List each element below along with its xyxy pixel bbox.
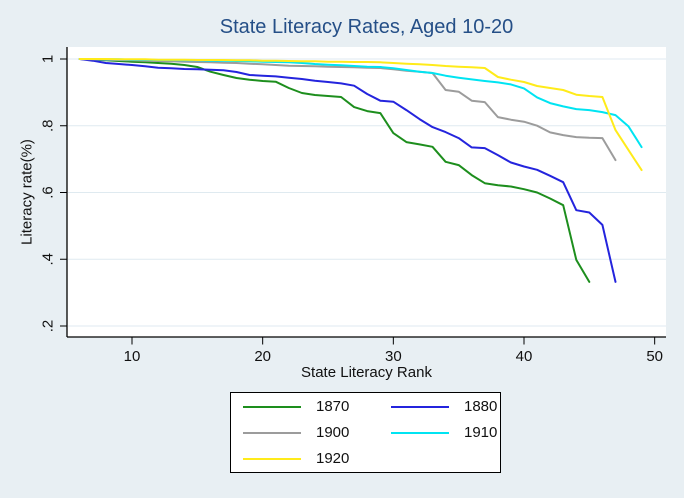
x-tick-label: 20 [254,348,271,365]
y-tick-label: 1 [39,55,56,63]
y-tick-label: .6 [39,186,56,199]
legend-item-1880: 1880 [391,396,500,418]
legend-swatch-1870 [243,405,301,408]
legend-label-1880: 1880 [464,398,498,415]
legend-swatch-1880 [391,405,449,408]
legend-swatch-1920 [243,457,301,460]
y-axis-title: Literacy rate(%) [18,139,36,245]
legend: 1870 1880 1900 1910 1920 [230,392,501,473]
series-line-1870 [78,58,591,283]
series-line-1880 [78,58,617,283]
legend-item-1920: 1920 [243,448,391,470]
x-tick-label: 50 [646,348,663,365]
legend-label-1900: 1900 [316,424,350,441]
x-tick-label: 10 [124,348,141,365]
legend-swatch-1900 [243,431,301,434]
x-tick-label: 40 [516,348,533,365]
tick-marks [60,58,656,345]
y-tick-label: .2 [39,320,56,333]
tick-labels: 1 .8 .6 .4 .2 10 20 30 40 50 [39,55,663,365]
legend-label-1920: 1920 [316,450,350,467]
legend-swatch-1910 [391,431,449,434]
legend-item-1900: 1900 [243,422,391,444]
y-tick-label: .4 [39,253,56,266]
series-line-1920 [78,58,643,172]
chart-title: State Literacy Rates, Aged 10-20 [219,16,514,38]
series-line-1900 [78,58,617,162]
series-lines [78,58,643,283]
legend-label-1910: 1910 [464,424,498,441]
legend-item-1870: 1870 [243,396,391,418]
legend-item-1910: 1910 [391,422,500,444]
x-tick-label: 30 [385,348,402,365]
y-tick-label: .8 [39,119,56,132]
x-axis-title: State Literacy Rank [301,364,432,381]
legend-label-1870: 1870 [316,398,350,415]
gridlines [68,58,666,327]
